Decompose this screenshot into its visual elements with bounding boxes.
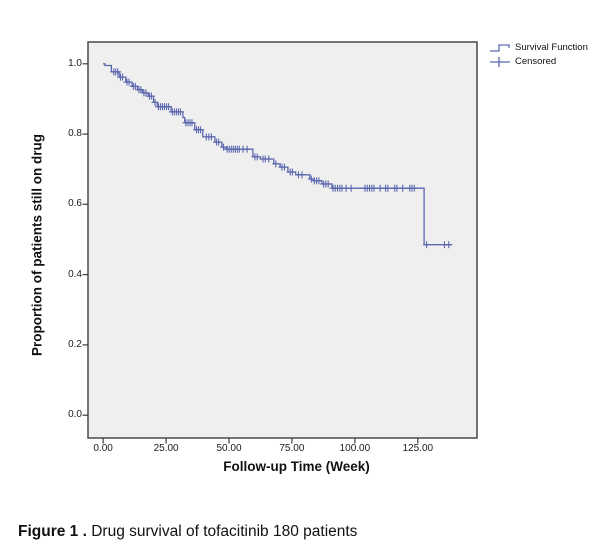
legend-item-survival-function: Survival Function xyxy=(489,41,588,54)
figure-caption: Figure 1 . Drug survival of tofacitinib … xyxy=(18,523,357,541)
x-axis-title: Follow-up Time (Week) xyxy=(223,459,370,474)
x-tick-label: 25.00 xyxy=(153,442,179,454)
plot-background xyxy=(87,41,478,439)
y-tick-label: 0.4 xyxy=(68,268,82,280)
step-line-icon xyxy=(490,43,510,52)
chart-legend: Survival Function Censored xyxy=(489,41,588,68)
censored-marks xyxy=(110,68,453,249)
y-tick-label: 0.0 xyxy=(68,409,82,421)
survival-curve xyxy=(103,63,452,246)
x-tick-label: 0.00 xyxy=(93,442,113,454)
figure-caption-text: Drug survival of tofacitinib 180 patient… xyxy=(86,523,358,540)
y-tick-label: 0.6 xyxy=(68,198,82,210)
y-tick-label: 0.8 xyxy=(68,128,82,140)
figure-caption-number: Figure 1 . xyxy=(18,523,87,540)
x-tick-label: 50.00 xyxy=(216,442,242,454)
axis-ticks xyxy=(82,63,419,444)
y-axis-title: Proportion of patients still on drug xyxy=(29,134,45,356)
plus-cross-icon xyxy=(490,56,510,67)
x-tick-label: 125.00 xyxy=(402,442,434,454)
y-tick-label: 0.2 xyxy=(68,338,82,350)
legend-item-censored: Censored xyxy=(489,55,588,68)
legend-label: Censored xyxy=(515,56,557,67)
legend-label: Survival Function xyxy=(515,42,588,53)
y-tick-label: 1.0 xyxy=(68,57,82,69)
x-tick-label: 75.00 xyxy=(279,442,305,454)
x-tick-label: 100.00 xyxy=(339,442,371,454)
